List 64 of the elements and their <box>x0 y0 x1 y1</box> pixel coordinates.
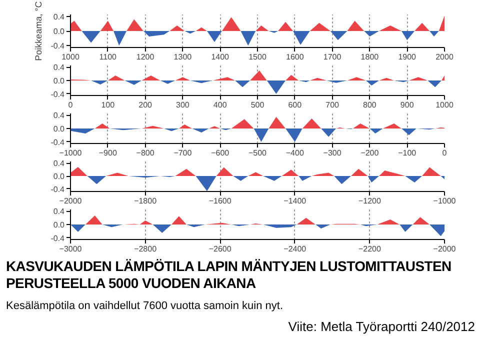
y-tick-label: 0.0 <box>53 27 66 36</box>
x-tick-label: 1800 <box>360 52 380 62</box>
x-tick-label: −200 <box>360 148 380 158</box>
x-tick-label: −1600 <box>208 196 232 206</box>
x-tick-label: −2200 <box>358 244 382 254</box>
x-tick-label: −1400 <box>284 196 307 206</box>
x-tick-label: −3000 <box>59 244 82 254</box>
x-tick-label: 1200 <box>136 52 155 62</box>
x-tick-label: −2600 <box>208 244 232 254</box>
x-tick-label: 1400 <box>211 52 230 62</box>
x-tick-label: −1000 <box>433 196 456 206</box>
x-tick-label: 500 <box>250 100 265 110</box>
text: Kesälämpötila on vaihdellut 7600 vuotta samoin kuin nyt. <box>6 299 284 314</box>
x-tick-label: 100 <box>101 100 116 110</box>
x-tick-label: −100 <box>398 148 417 158</box>
y-tick-label: -0.4 <box>50 184 66 194</box>
x-tick-label: 2000 <box>436 52 454 62</box>
x-tick-label: −400 <box>286 148 304 158</box>
y-tick-label: -0.4 <box>50 138 66 147</box>
y-tick-label: -0.4 <box>50 234 66 243</box>
x-tick-label: 200 <box>138 100 153 110</box>
x-tick-label: 400 <box>213 100 228 110</box>
x-tick-label: 700 <box>326 100 340 110</box>
y-tick-label: 0.0 <box>53 124 66 134</box>
x-tick-label: 800 <box>363 100 377 110</box>
y-tick-label: 0.4 <box>53 159 66 168</box>
x-tick-label: 0 <box>442 148 448 158</box>
x-tick-label: −1000 <box>59 148 82 158</box>
y-tick-label: 0.0 <box>53 172 66 182</box>
x-tick-label: 1100 <box>99 52 118 62</box>
x-tick-label: −2800 <box>134 244 158 254</box>
y-tick-label: -0.4 <box>50 42 66 51</box>
x-tick-label: −300 <box>323 148 342 158</box>
x-tick-label: 1000 <box>62 52 80 62</box>
y-tick-label: 0.0 <box>53 76 66 86</box>
x-tick-label: −900 <box>98 148 118 158</box>
y-tick-label: 0.0 <box>53 220 66 230</box>
x-tick-label: 0 <box>68 100 74 110</box>
x-tick-label: 1000 <box>436 100 454 110</box>
y-axis-title: Poikkeama, °C <box>34 0 44 61</box>
x-tick-label: −700 <box>174 148 192 158</box>
x-tick-label: −2000 <box>59 196 82 206</box>
y-tick-label: 0.4 <box>53 12 66 22</box>
x-tick-label: 900 <box>400 100 414 110</box>
y-tick-label: 0.4 <box>53 111 66 120</box>
x-tick-label: 1500 <box>248 52 267 62</box>
x-tick-label: 1900 <box>398 52 417 62</box>
x-tick-label: 1600 <box>286 52 304 62</box>
x-tick-label: 600 <box>288 100 302 110</box>
y-tick-label: -0.4 <box>50 90 66 99</box>
x-tick-label: −500 <box>248 148 268 158</box>
x-tick-label: −1200 <box>358 196 382 206</box>
y-tick-label: 0.4 <box>53 63 66 72</box>
text: Viite: Metla Työraportti 240/2012 <box>288 318 475 336</box>
x-tick-label: 1300 <box>174 52 192 62</box>
y-tick-label: 0.4 <box>53 207 66 216</box>
text: KASVUKAUDEN LÄMPÖTILA LAPIN MÄNTYJEN LUSTOMITTAUSTEN PERUSTEELLA 5000 VUODEN AIKANA <box>6 258 452 292</box>
x-tick-label: 300 <box>176 100 190 110</box>
x-tick-label: −1800 <box>134 196 158 206</box>
x-tick-label: −2000 <box>433 244 456 254</box>
x-tick-label: 1700 <box>323 52 342 62</box>
x-tick-label: −600 <box>211 148 230 158</box>
x-tick-label: −2400 <box>284 244 307 254</box>
x-tick-label: −800 <box>136 148 155 158</box>
